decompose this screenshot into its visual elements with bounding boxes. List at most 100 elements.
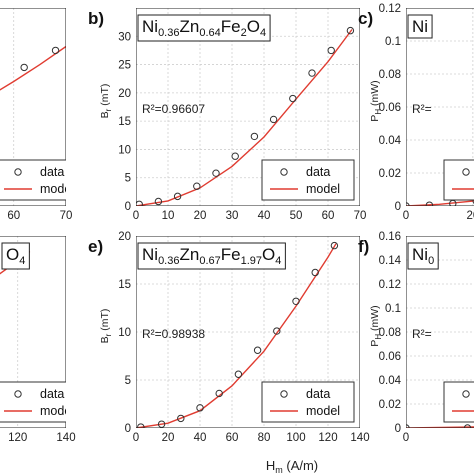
title-text: Ni: [412, 245, 428, 264]
data-point: [157, 420, 166, 428]
y-tick-label: 0: [125, 201, 131, 213]
legend-marker-data: [280, 390, 288, 398]
r2-annotation: R²=: [412, 327, 432, 341]
x-tick-label: 70: [354, 210, 367, 222]
y-axis-label-main: P: [369, 115, 381, 122]
y-axis-label-main: P: [369, 340, 381, 347]
data-point: [330, 241, 339, 250]
x-tick-label: 120: [318, 432, 337, 444]
legend: data model: [0, 381, 66, 423]
title-text: Zn: [179, 17, 199, 36]
y-axis-label-unit: (mW): [369, 305, 381, 334]
y-axis-label-sub: H: [374, 334, 383, 340]
x-tick-label: 20: [466, 210, 474, 222]
y-axis-label-sub: H: [374, 109, 383, 115]
x-tick-label: 20: [194, 210, 207, 222]
legend-box: [443, 159, 474, 201]
x-tick-label: 10: [162, 210, 175, 222]
legend-label-model: model: [306, 182, 340, 196]
legend-label-data: data: [306, 165, 330, 179]
y-tick-label: 10: [118, 144, 131, 156]
y-tick-label: 0.16: [379, 231, 401, 243]
x-tick-label: 60: [7, 210, 20, 222]
x-tick-label: 20: [162, 432, 175, 444]
title-subscript: 0: [428, 255, 434, 267]
title-text: O: [262, 245, 275, 264]
x-tick-label: 0: [403, 210, 409, 222]
panel-letter: e): [88, 237, 103, 256]
data-point: [215, 389, 223, 398]
panel-title: Ni0: [412, 245, 434, 267]
y-tick-label: 5: [125, 173, 131, 185]
legend-marker-data: [14, 390, 22, 398]
panel-a: 506070datamodel: [0, 8, 74, 222]
y-tick-label: 0.08: [379, 69, 401, 81]
legend-label-data: data: [40, 165, 64, 179]
legend: data model: [0, 159, 74, 201]
model-line: [406, 426, 474, 428]
legend-label-model: model: [306, 404, 340, 418]
x-tick-label: 70: [60, 210, 73, 222]
panel-letter: c): [358, 9, 373, 28]
y-axis-label: PH (mW): [369, 305, 383, 346]
y-tick-label: 10: [118, 327, 131, 339]
y-tick-label: 30: [118, 31, 131, 43]
title-subscript: 2: [241, 27, 247, 39]
y-tick-label: 5: [125, 375, 131, 387]
legend-marker-data: [14, 168, 22, 176]
legend-box: [443, 381, 474, 423]
legend-marker-data: [462, 390, 470, 398]
y-tick-label: 0.12: [379, 279, 401, 291]
legend-label-model: model: [40, 182, 74, 196]
data-point: [425, 201, 434, 206]
legend-label-data: data: [40, 387, 64, 401]
data-point: [250, 132, 259, 141]
title-subscript: 0.64: [199, 27, 220, 39]
legend-label-data: data: [306, 387, 330, 401]
y-tick-label: 0.04: [379, 135, 402, 147]
x-tick-label: 80: [258, 432, 271, 444]
data-point: [212, 169, 220, 177]
title-box: [137, 242, 286, 270]
y-axis-label-sub: r: [104, 108, 113, 111]
y-tick-label: 0: [125, 423, 131, 435]
data-point: [173, 192, 182, 201]
title-text: Ni: [142, 17, 158, 36]
x-tick-label: 30: [226, 210, 239, 222]
x-tick-label: 0: [403, 432, 409, 444]
data-point: [51, 46, 60, 55]
title-subscript: 4: [19, 255, 25, 267]
y-tick-label: 0.1: [385, 36, 401, 48]
title-subscript: 4: [275, 255, 281, 267]
title-subscript: 0.36: [158, 27, 179, 39]
y-tick-label: 0.06: [379, 102, 401, 114]
r2-annotation: R²=: [412, 102, 432, 116]
panel-letter: b): [88, 9, 104, 28]
legend-box: [0, 159, 66, 201]
data-point: [231, 152, 239, 160]
data-point: [137, 423, 145, 428]
legend: data model: [261, 381, 355, 423]
title-text: O: [247, 17, 260, 36]
legend-marker-data: [280, 168, 288, 176]
y-axis-label-main: B: [99, 111, 111, 118]
x-tick-label: 140: [350, 432, 369, 444]
y-tick-label: 0.04: [379, 375, 402, 387]
legend-box: [0, 381, 66, 423]
data-point: [472, 198, 474, 205]
data-point: [273, 327, 281, 335]
title-box: [407, 242, 439, 270]
y-axis-label: Br (mT): [99, 84, 113, 119]
title-subscript: 0.67: [199, 255, 220, 267]
panel-e: 0 20 40 60 80 100 120 140 0 5 10 15 20 Br (mT) e) Ni0.3…: [88, 231, 370, 444]
y-axis-label: Br (mT): [99, 309, 113, 344]
legend-box: [261, 381, 355, 423]
panel-title: Ni: [412, 17, 428, 36]
panel-c: 0 20 0 0.02 0.04 0.06 0.08 0.1 0.12 PH (mW) c) Ni R²…: [358, 3, 474, 222]
y-axis-label: PH (mW): [369, 80, 383, 121]
data-point: [289, 94, 297, 103]
x-tick-label: 40: [194, 432, 207, 444]
